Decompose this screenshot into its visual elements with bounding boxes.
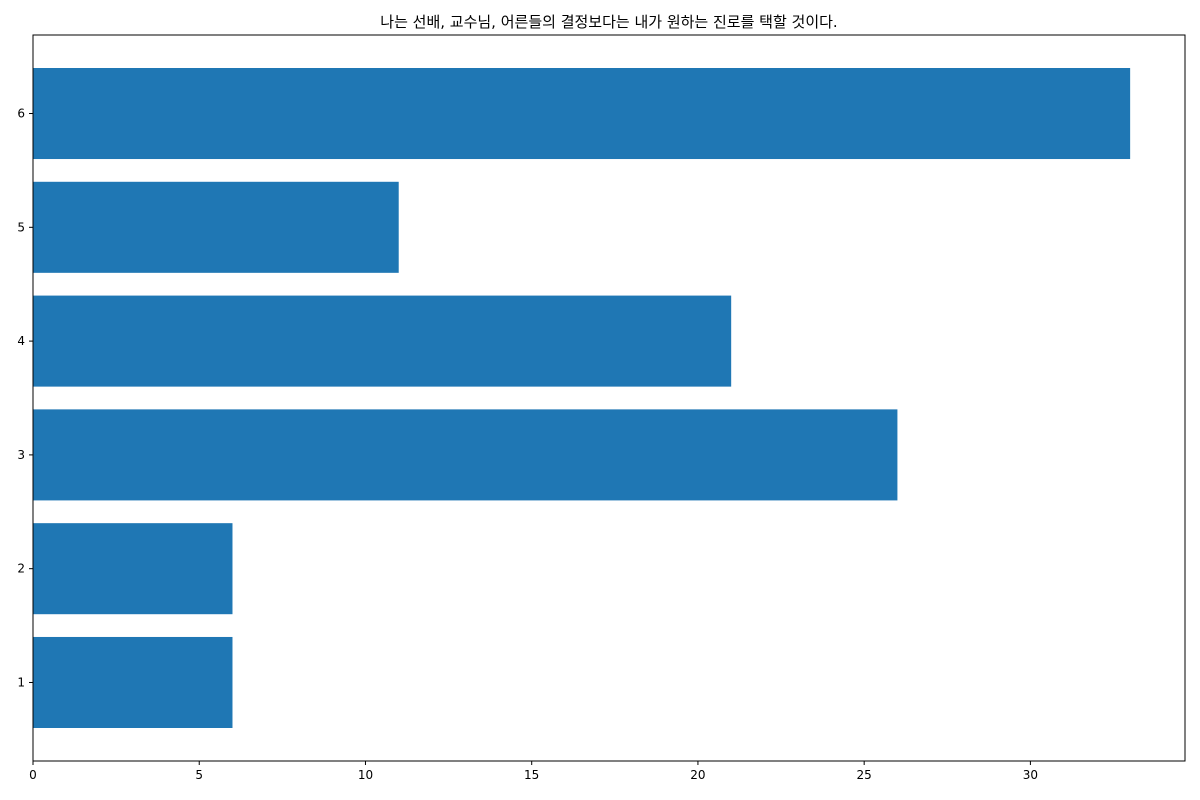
y-tick-label: 4 [17,334,25,348]
y-tick-label: 1 [17,675,25,689]
x-axis: 0 5 10 15 20 25 30 [29,761,1038,782]
bar-1 [33,636,233,728]
bar-6 [33,68,1131,160]
bar-3 [33,409,898,501]
chart-title: 나는 선배, 교수님, 어른들의 결정보다는 내가 원하는 진로를 택할 것이다… [380,13,837,31]
bar-5 [33,181,399,273]
bar-2 [33,523,233,615]
x-tick-label: 15 [524,768,539,782]
y-tick-label: 3 [17,448,25,462]
y-tick-label: 5 [17,220,25,234]
x-tick-label: 0 [29,768,37,782]
x-tick-label: 25 [857,768,872,782]
y-tick-label: 6 [17,107,25,121]
x-tick-label: 30 [1023,768,1038,782]
y-tick-label: 2 [17,562,25,576]
y-axis: 1 2 3 4 5 6 [17,107,33,689]
plot-frame [32,34,1186,762]
x-tick-label: 5 [195,768,203,782]
x-tick-label: 10 [358,768,373,782]
x-tick-label: 20 [690,768,705,782]
bars-layer [33,68,1131,728]
bar-4 [33,295,732,387]
